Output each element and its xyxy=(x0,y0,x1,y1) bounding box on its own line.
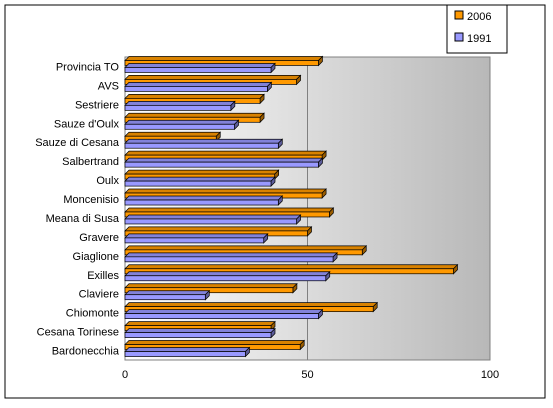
x-tick-label: 100 xyxy=(481,369,499,381)
category-label: Bardonecchia xyxy=(52,346,120,358)
legend-item-2006: 2006 xyxy=(454,10,491,23)
category-label: Sauze d'Oulx xyxy=(54,118,120,130)
legend-swatch xyxy=(454,32,464,42)
bar-2006 xyxy=(124,263,459,275)
category-label: Sestriere xyxy=(75,99,119,111)
bar-1991 xyxy=(124,233,269,244)
category-label: Sauze di Cesana xyxy=(35,137,120,149)
category-label: Exilles xyxy=(87,270,119,282)
legend-item-1991: 1991 xyxy=(454,32,491,45)
bar-2006 xyxy=(124,320,276,332)
bar-1991 xyxy=(124,327,276,339)
category-label: Cesana Torinese xyxy=(37,327,119,339)
bar-1991 xyxy=(124,346,251,358)
bar-1991 xyxy=(124,195,284,206)
category-label: Giaglione xyxy=(73,251,119,263)
bar-1991 xyxy=(124,251,338,263)
category-label: Salbertrand xyxy=(62,156,119,168)
x-tick-label: 50 xyxy=(301,369,313,381)
bar-1991 xyxy=(124,138,284,150)
bar-1991 xyxy=(124,81,273,93)
bar-1991 xyxy=(124,157,324,169)
bar-2006 xyxy=(124,226,313,237)
bar-2006 xyxy=(124,301,379,313)
bar-1991 xyxy=(124,119,240,131)
category-label: AVS xyxy=(98,80,119,92)
category-label: Chiomonte xyxy=(66,308,119,320)
bar-1991 xyxy=(124,289,211,301)
bar-1991 xyxy=(124,214,302,225)
bar-2006 xyxy=(124,131,222,143)
bar-1991 xyxy=(124,62,276,74)
bar-1991 xyxy=(124,100,236,112)
category-label: Gravere xyxy=(79,232,119,244)
legend: 2006 1991 xyxy=(446,4,508,54)
category-label: Meana di Susa xyxy=(46,213,120,225)
category-label: Provincia TO xyxy=(56,61,120,73)
legend-label: 2006 xyxy=(467,11,491,23)
legend-label: 1991 xyxy=(467,33,491,45)
bars xyxy=(124,55,459,358)
legend-swatch xyxy=(454,10,464,20)
bar-1991 xyxy=(124,308,324,320)
x-tick-label: 0 xyxy=(122,369,128,381)
x-tick-labels: 0 50 100 xyxy=(122,369,499,381)
category-label: Claviere xyxy=(79,289,119,301)
category-label: Moncenisio xyxy=(63,194,119,206)
bar-1991 xyxy=(124,176,276,187)
category-label: Oulx xyxy=(96,175,119,187)
bar-2006 xyxy=(124,55,324,67)
bar-1991 xyxy=(124,270,331,282)
y-tick-labels: Provincia TO AVS Sestriere Sauze d'Oulx Sauz… xyxy=(35,61,120,357)
